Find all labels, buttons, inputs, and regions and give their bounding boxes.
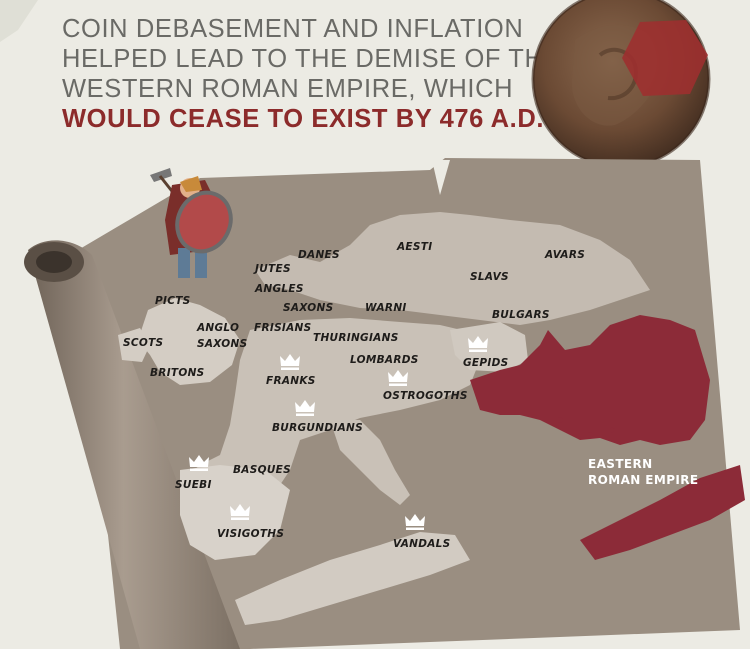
label-warni: WARNI [365, 302, 407, 314]
label-slavs: SLAVS [470, 271, 509, 283]
label-britons: BRITONS [150, 367, 205, 379]
label-anglo: ANGLO [196, 322, 239, 334]
headline-line-3: WESTERN ROMAN EMPIRE, WHICH [62, 75, 514, 103]
label-basques: BASQUES [233, 464, 291, 476]
label-franks: FRANKS [266, 375, 316, 387]
label-angles: ANGLES [254, 283, 304, 295]
label-avars: AVARS [544, 249, 585, 261]
label-ostrogoths: OSTROGOTHS [383, 390, 468, 402]
label-roman-empire: ROMAN EMPIRE [588, 473, 699, 487]
eastern-roman-empire-region [470, 315, 745, 560]
label-scots: SCOTS [123, 337, 163, 349]
label-visigoths: VISIGOTHS [217, 528, 284, 540]
headline-line-1: COIN DEBASEMENT AND INFLATION [62, 15, 524, 43]
label-thuringians: THURINGIANS [313, 332, 399, 344]
label-bulgars: BULGARS [492, 309, 550, 321]
label-lombards: LOMBARDS [350, 354, 419, 366]
label-gepids: GEPIDS [463, 357, 508, 369]
label-eastern: EASTERN [588, 457, 653, 471]
label-frisians: FRISIANS [254, 322, 312, 334]
headline-line-2: HELPED LEAD TO THE DEMISE OF THE [62, 45, 562, 73]
label-jutes: JUTES [253, 263, 291, 275]
label-suebi: SUEBI [175, 479, 212, 491]
headline-line-4: WOULD CEASE TO EXIST BY 476 A.D. [62, 105, 545, 133]
europe-land [118, 212, 650, 625]
headline: COIN DEBASEMENT AND INFLATION HELPED LEA… [62, 14, 562, 134]
label-vandals: VANDALS [393, 538, 451, 550]
coin-icon [531, 0, 711, 169]
label-aesti: AESTI [396, 241, 432, 253]
label-danes: DANES [298, 249, 340, 261]
label-picts: PICTS [155, 295, 191, 307]
label-saxons: SAXONS [283, 302, 334, 314]
barbarian-warrior-icon [150, 168, 233, 278]
label-anglo-saxons: SAXONS [197, 338, 248, 350]
label-burgundians: BURGUNDIANS [272, 422, 363, 434]
